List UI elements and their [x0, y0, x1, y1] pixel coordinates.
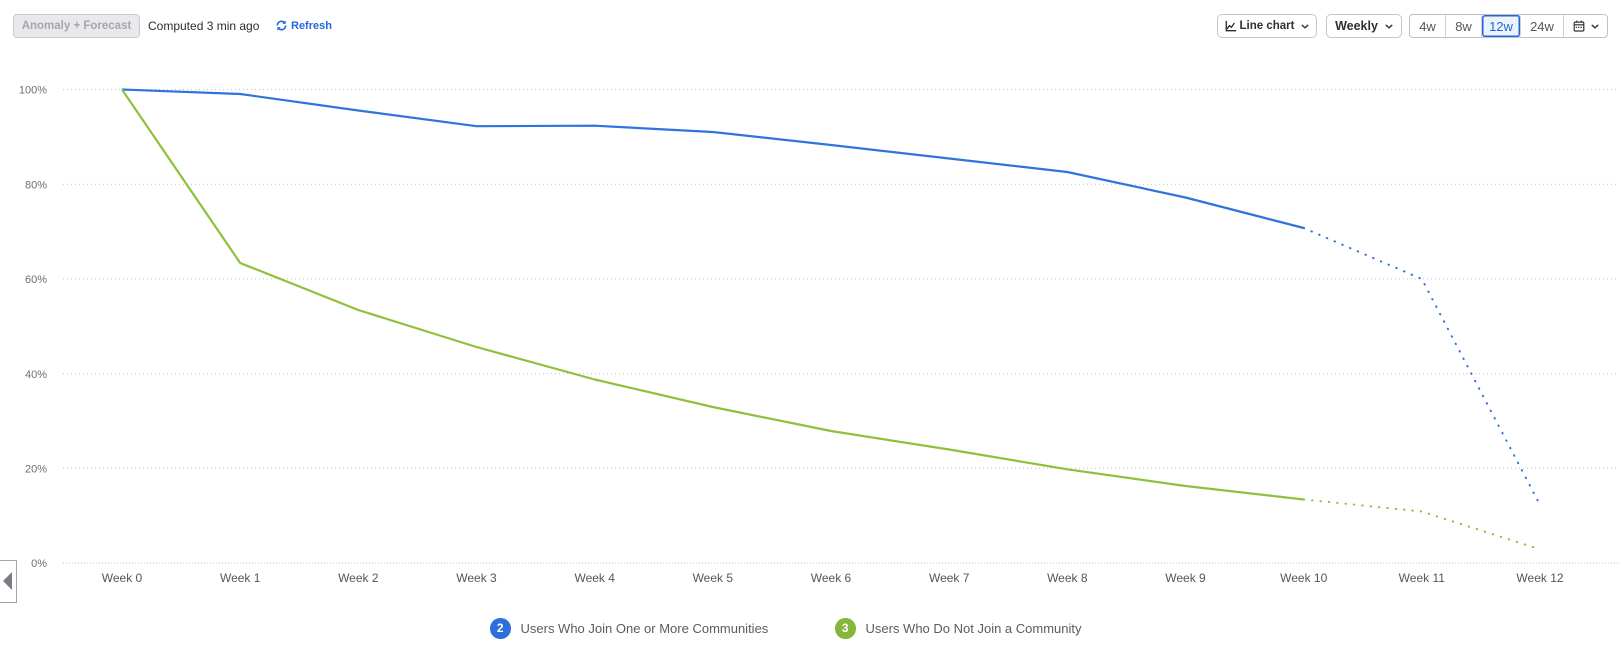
svg-text:Week 8: Week 8	[1047, 571, 1088, 585]
svg-text:20%: 20%	[25, 464, 47, 476]
svg-text:Week 5: Week 5	[693, 571, 734, 585]
svg-text:Week 4: Week 4	[574, 571, 615, 585]
svg-text:Week 10: Week 10	[1280, 571, 1327, 585]
svg-text:0%: 0%	[31, 558, 47, 570]
svg-text:80%: 80%	[25, 179, 47, 191]
svg-text:60%: 60%	[25, 274, 47, 286]
svg-text:40%: 40%	[25, 369, 47, 381]
svg-text:Week 12: Week 12	[1516, 571, 1563, 585]
svg-text:Week 9: Week 9	[1165, 571, 1206, 585]
svg-text:Week 3: Week 3	[456, 571, 497, 585]
svg-text:Week 11: Week 11	[1399, 571, 1446, 585]
svg-text:Week 0: Week 0	[102, 571, 143, 585]
svg-text:Week 6: Week 6	[811, 571, 852, 585]
svg-text:Week 7: Week 7	[929, 571, 970, 585]
svg-text:100%: 100%	[19, 85, 47, 97]
svg-text:Week 2: Week 2	[338, 571, 379, 585]
svg-text:Week 1: Week 1	[220, 571, 261, 585]
